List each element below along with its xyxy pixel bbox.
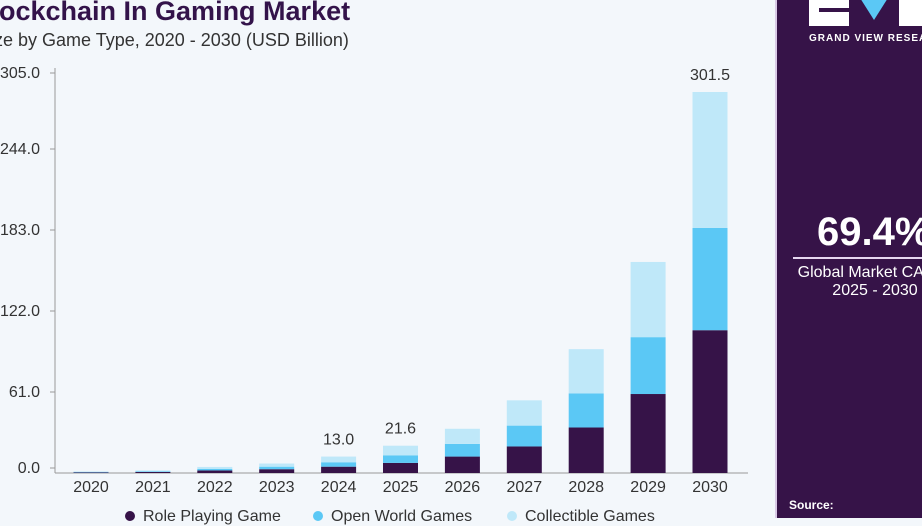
bar-segment: [321, 467, 356, 473]
bar-segment: [569, 393, 604, 427]
info-panel: GRAND VIEW RESEARCH 69.4% Global Market …: [775, 0, 922, 518]
bar-segment: [383, 463, 418, 473]
bar-segment: [693, 92, 728, 228]
bar-segment: [135, 472, 170, 473]
legend-item: Collectible Games: [507, 508, 655, 526]
x-tick-label: 2027: [507, 479, 543, 496]
bar-segment: [631, 394, 666, 473]
x-tick-label: 2022: [197, 479, 233, 496]
legend-label: Collectible Games: [525, 508, 655, 525]
bar-segment: [321, 457, 356, 463]
bar-segment: [74, 472, 109, 473]
x-tick-label: 2029: [630, 479, 666, 496]
bar-segment: [445, 444, 480, 457]
x-tick-label: 2021: [135, 479, 171, 496]
bar-segment: [693, 228, 728, 330]
legend-swatch: [507, 511, 517, 521]
bar-segment: [445, 457, 480, 473]
y-tick-label: 305.0: [0, 65, 40, 82]
x-tick-label: 2028: [568, 479, 604, 496]
bar-segment: [445, 429, 480, 444]
legend-item: Role Playing Game: [125, 508, 281, 526]
bar-segment: [569, 349, 604, 393]
bar-segment: [197, 470, 232, 473]
legend-swatch: [313, 511, 323, 521]
bar-segment: [507, 426, 542, 447]
stacked-bar-chart: 0.0 61.0 122.0 183.0 244.0 305.0 2020 2021 2022 2…: [0, 0, 775, 518]
data-label: 301.5: [690, 67, 730, 84]
bar-segment: [507, 446, 542, 473]
legend-label: Role Playing Game: [143, 508, 281, 525]
cagr-label: Global Market CAGR,2025 - 2030: [795, 264, 922, 300]
bar-segment: [383, 446, 418, 456]
cagr-value: 69.4%: [817, 210, 922, 255]
legend-item: Open World Games: [313, 508, 472, 526]
bar-segment: [321, 462, 356, 466]
bar-segment: [507, 400, 542, 425]
y-tick-label: 183.0: [0, 222, 40, 239]
bar-segment: [74, 471, 109, 472]
bar-segment: [631, 337, 666, 394]
x-tick-label: 2025: [383, 479, 419, 496]
cagr-period: 2025 - 2030: [795, 282, 922, 300]
bar-segment: [197, 467, 232, 469]
x-tick-label: 2023: [259, 479, 295, 496]
y-tick-label: 61.0: [9, 384, 40, 401]
brand-name: GRAND VIEW RESEARCH: [809, 33, 922, 44]
x-tick-label: 2030: [692, 479, 728, 496]
bar-segment: [259, 467, 294, 470]
y-tick-label: 244.0: [0, 141, 40, 158]
bar-segment: [135, 471, 170, 472]
legend-label: Open World Games: [331, 508, 472, 525]
legend-swatch: [125, 511, 135, 521]
source-label: Source:: [789, 498, 834, 512]
x-tick-label: 2020: [73, 479, 109, 496]
x-tick-label: 2024: [321, 479, 357, 496]
bar-segment: [569, 428, 604, 473]
data-label: 13.0: [323, 432, 354, 449]
bar-segment: [631, 262, 666, 337]
data-label: 21.6: [385, 421, 416, 438]
bar-segment: [135, 470, 170, 471]
bar-segment: [383, 455, 418, 463]
y-tick-label: 0.0: [18, 460, 40, 477]
grand-view-research-logo: [809, 0, 922, 26]
divider: [793, 257, 922, 259]
x-tick-label: 2026: [445, 479, 481, 496]
bar-segment: [197, 469, 232, 471]
bar-segment: [259, 464, 294, 467]
y-tick-label: 122.0: [0, 303, 40, 320]
bar-segment: [693, 330, 728, 473]
cagr-label-text: Global Market CAGR,: [795, 264, 922, 282]
bar-segment: [259, 469, 294, 473]
